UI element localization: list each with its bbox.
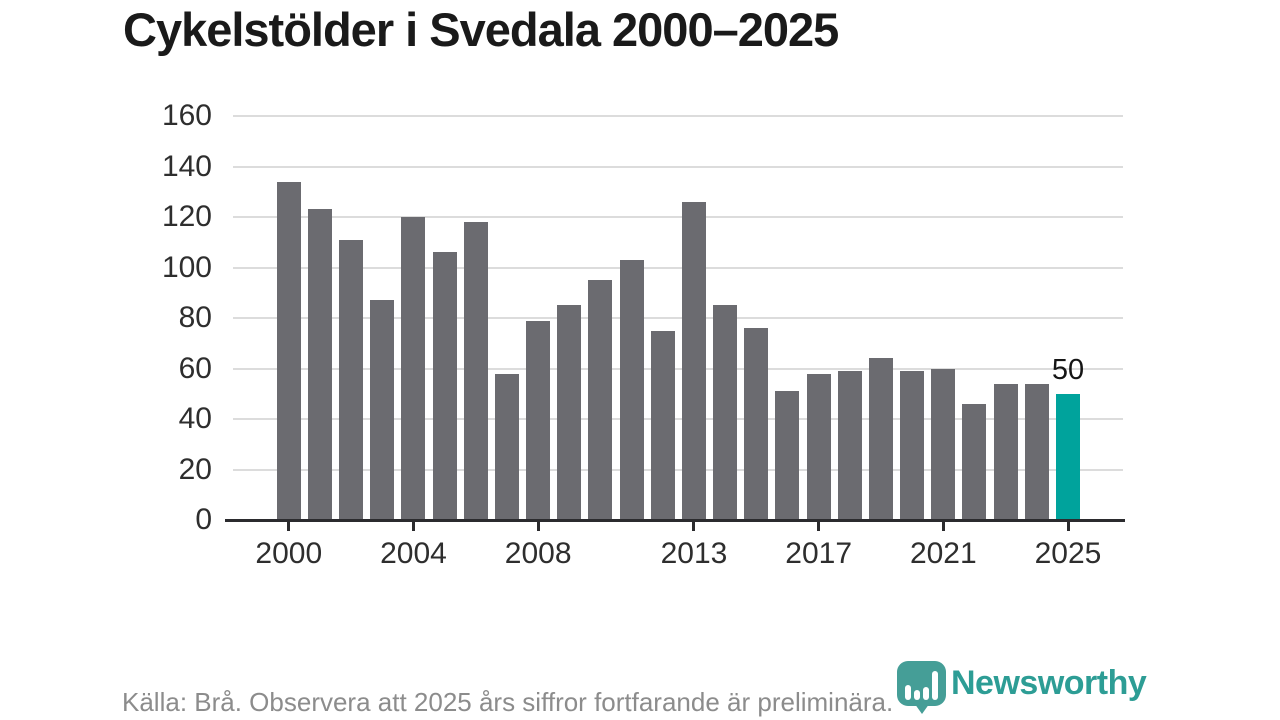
x-axis-tick-2004 — [411, 521, 415, 531]
y-axis-label-140: 140 — [161, 149, 212, 183]
bar-2016 — [775, 391, 800, 520]
chart-title: Cykelstölder i Svedala 2000–2025 — [123, 3, 839, 56]
bar-2011 — [619, 259, 644, 520]
bar-2025 — [1056, 393, 1080, 520]
y-axis-label-0: 0 — [195, 503, 212, 536]
y-axis-label-100: 100 — [161, 250, 212, 284]
pin-chart-bar — [932, 671, 938, 700]
bar-2002 — [339, 239, 364, 520]
bar-2007 — [494, 373, 519, 520]
newsworthy-pin-icon — [897, 661, 946, 714]
gridline-100 — [233, 266, 1123, 269]
bar-2009 — [557, 305, 582, 520]
source-note: Källa: Brå. Observera att 2025 års siffr… — [122, 687, 894, 717]
bar-2021 — [931, 368, 956, 520]
x-axis-label-2025: 2025 — [1034, 537, 1102, 570]
gridline-140 — [233, 165, 1123, 168]
bar-2015 — [744, 328, 769, 520]
x-axis-tick-2000 — [287, 521, 291, 531]
x-axis-label-2017: 2017 — [785, 537, 853, 570]
gridline-80 — [233, 317, 1123, 319]
gridline-120 — [233, 216, 1123, 218]
gridline-160 — [233, 115, 1123, 117]
bar-2000 — [276, 181, 301, 520]
bar-2020 — [900, 371, 925, 520]
bar-2012 — [650, 330, 675, 520]
pin-tail — [912, 700, 932, 714]
y-axis-label-20: 20 — [178, 452, 212, 486]
bar-2019 — [868, 358, 893, 520]
x-axis-label-2013: 2013 — [660, 537, 728, 570]
x-axis-tick-2021 — [941, 521, 945, 531]
bar-2008 — [526, 320, 551, 520]
x-axis-label-2008: 2008 — [504, 537, 572, 570]
x-axis-label-2004: 2004 — [380, 537, 447, 570]
pin-chart-bar — [905, 685, 911, 700]
bar-2010 — [588, 280, 613, 520]
y-axis-label-160: 160 — [161, 99, 212, 132]
bar-2018 — [837, 371, 862, 520]
pin-chart-bar — [923, 687, 929, 700]
x-axis-tick-2017 — [817, 521, 821, 531]
y-axis-label-80: 80 — [178, 301, 212, 334]
x-axis-tick-2008 — [536, 521, 540, 531]
y-axis-label-60: 60 — [178, 351, 212, 385]
newsworthy-logo: Newsworthy — [897, 661, 1147, 714]
bar-2017 — [806, 373, 831, 520]
x-axis-line — [225, 518, 1125, 522]
y-axis-label-40: 40 — [178, 402, 212, 435]
x-axis-tick-2025 — [1066, 521, 1070, 531]
gridline-40 — [233, 418, 1123, 420]
bar-2004 — [401, 217, 426, 520]
x-axis-label-2000: 2000 — [255, 537, 323, 570]
bar-2023 — [993, 383, 1018, 520]
gridline-60 — [233, 367, 1123, 370]
gridline-20 — [233, 468, 1123, 471]
x-axis-label-2021: 2021 — [909, 537, 977, 570]
pin-chart-bar — [914, 690, 920, 700]
bar-2022 — [962, 403, 987, 520]
highlight-value-label: 50 — [1051, 353, 1085, 386]
bar-2013 — [681, 201, 706, 520]
bar-2005 — [432, 252, 457, 520]
x-axis-tick-2013 — [692, 521, 696, 531]
bar-2006 — [463, 222, 488, 520]
bar-2014 — [713, 305, 738, 520]
bar-2001 — [307, 209, 332, 520]
bar-2003 — [370, 300, 395, 520]
bar-2024 — [1024, 383, 1049, 520]
y-axis-label-120: 120 — [161, 200, 212, 233]
newsworthy-wordmark: Newsworthy — [951, 664, 1147, 702]
